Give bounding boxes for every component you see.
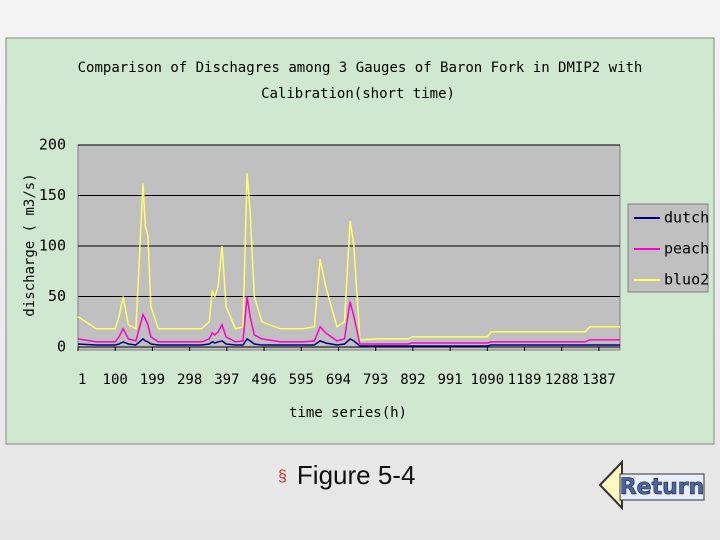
- bullet: §: [278, 468, 287, 486]
- y-tick-label: 50: [48, 287, 66, 305]
- x-tick-label: 892: [400, 372, 425, 388]
- y-tick-label: 0: [57, 338, 66, 356]
- x-tick-label: 1189: [508, 372, 542, 388]
- chart: Comparison of Dischagres among 3 Gauges …: [5, 37, 715, 445]
- arrow: [598, 460, 623, 510]
- x-tick-label: 991: [437, 372, 462, 388]
- x-axis-label: time series(h): [289, 405, 407, 421]
- x-tick-label: 793: [363, 372, 388, 388]
- series-line: [77, 337, 620, 347]
- y-axis-label: discharge ( m3/s): [22, 173, 38, 316]
- series-line: [77, 173, 620, 341]
- chart-title: Calibration(short time): [261, 86, 455, 102]
- x-tick-label: 1288: [545, 372, 579, 388]
- x-tick-label: 298: [177, 372, 202, 388]
- x-tick-label: 595: [289, 372, 314, 388]
- chart-title: Comparison of Dischagres among 3 Gauges …: [78, 60, 643, 76]
- caption: § Figure 5-4: [278, 460, 415, 491]
- legend-label: dutch: [664, 209, 709, 227]
- y-tick-label: 100: [39, 237, 66, 255]
- button-body: [619, 473, 705, 501]
- x-tick-label: 1387: [582, 372, 616, 388]
- x-tick-label: 1: [78, 372, 86, 388]
- y-tick-label: 200: [39, 136, 66, 154]
- caption-text: Figure 5-4: [296, 460, 416, 490]
- x-tick-label: 100: [103, 372, 128, 388]
- y-tick-label: 150: [39, 186, 66, 204]
- legend-label: bluo2: [664, 271, 709, 289]
- x-tick-label: 1090: [470, 372, 504, 388]
- series-line: [77, 296, 620, 345]
- button-label: Return: [620, 475, 705, 500]
- x-tick-label: 397: [214, 372, 239, 388]
- return-button[interactable]: Return: [598, 460, 708, 510]
- x-tick-label: 694: [326, 372, 351, 388]
- legend-label: peach: [664, 240, 709, 258]
- x-tick-label: 199: [140, 372, 165, 388]
- x-tick-label: 496: [251, 372, 276, 388]
